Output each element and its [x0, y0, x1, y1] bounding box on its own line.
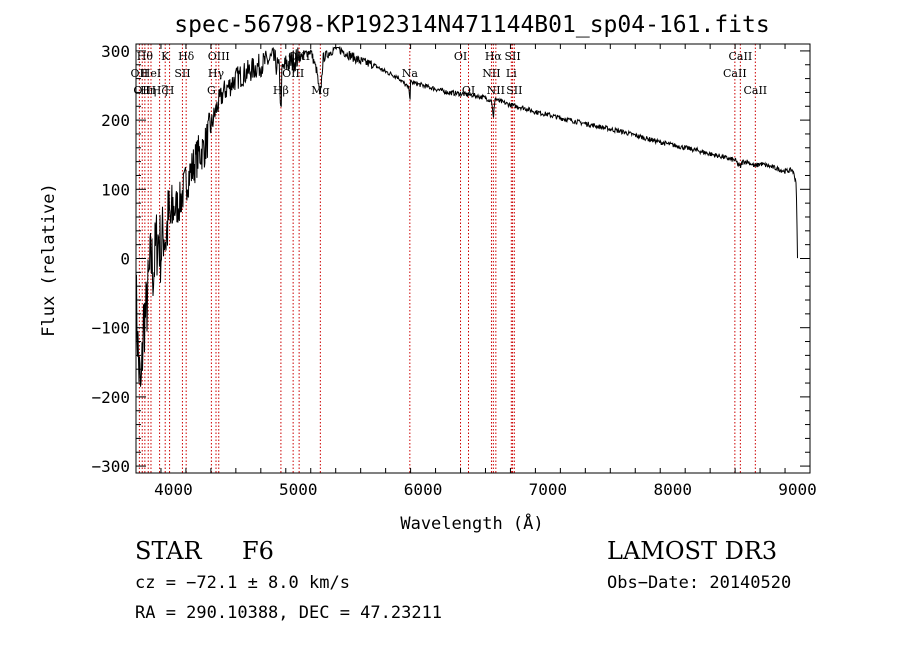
line-label-oiii: OIII [208, 50, 230, 63]
line-label-hδ: Hδ [178, 50, 195, 63]
y-axis: −300 −200 −100 0 100 200 300 [91, 42, 810, 476]
y-tick-label: 300 [101, 42, 130, 61]
chart-title: spec-56798-KP192314N471144B01_sp04-161.f… [174, 12, 769, 38]
star-subclass: F6 [242, 537, 274, 565]
line-label-oii: OII [133, 84, 151, 97]
star-class: STAR [135, 537, 202, 565]
x-tick-label: 4000 [154, 480, 193, 499]
x-axis: 4000 5000 6000 7000 8000 9000 [135, 44, 817, 499]
line-label-hα: Hα [485, 50, 503, 63]
y-axis-label: Flux (relative) [39, 183, 59, 337]
spectral-line-markers [138, 44, 756, 473]
line-label-nii: NII [487, 84, 505, 97]
line-label-k: K [161, 50, 170, 63]
line-label-caii: CaII [723, 67, 747, 80]
ra-dec: RA = 290.10388, DEC = 47.23211 [135, 603, 443, 623]
line-label-hη: Hη [140, 84, 156, 97]
line-label-hγ: Hγ [208, 67, 225, 80]
line-label-sii: SII [506, 84, 522, 97]
y-tick-label: −100 [91, 319, 130, 338]
flux-series-line [135, 45, 798, 387]
line-label-oii: OII [131, 67, 149, 80]
y-tick-label: −200 [91, 388, 130, 407]
y-tick-label: 200 [101, 111, 130, 130]
line-label-na: Na [402, 67, 419, 80]
survey-name: LAMOST DR3 [607, 537, 778, 565]
plot-frame [135, 43, 811, 474]
spectral-line-labels: OIIOIIHθHηHeIHζKHSIIHδGHγOIIIHβOIIIOIIIM… [131, 50, 768, 97]
line-label-hei: HeI [141, 67, 161, 80]
line-label-nii: NII [482, 67, 500, 80]
line-label-h: H [165, 84, 175, 97]
line-label-sii: SII [504, 50, 520, 63]
x-tick-label: 5000 [279, 480, 318, 499]
line-label-sii: SII [174, 67, 190, 80]
line-label-oiii: OIII [282, 67, 304, 80]
y-tick-label: −300 [91, 457, 130, 476]
line-label-hζ: Hζ [152, 84, 168, 97]
line-label-hθ: Hθ [137, 50, 154, 63]
line-label-caii: CaII [743, 84, 767, 97]
obs-date: Obs−Date: 20140520 [607, 573, 792, 593]
line-label-li: Li [506, 67, 517, 80]
x-tick-label: 7000 [529, 480, 568, 499]
line-label-g: G [207, 84, 216, 97]
x-tick-label: 9000 [778, 480, 817, 499]
line-label-caii: CaII [729, 50, 753, 63]
x-axis-label: Wavelength (Å) [400, 512, 543, 534]
x-tick-label: 6000 [404, 480, 443, 499]
line-label-oi: OI [454, 50, 467, 63]
line-label-hβ: Hβ [273, 84, 289, 97]
y-tick-label: 100 [101, 180, 130, 199]
x-tick-label: 8000 [653, 480, 692, 499]
redshift-cz: cz = −72.1 ± 8.0 km/s [135, 573, 350, 593]
y-tick-label: 0 [120, 250, 130, 269]
